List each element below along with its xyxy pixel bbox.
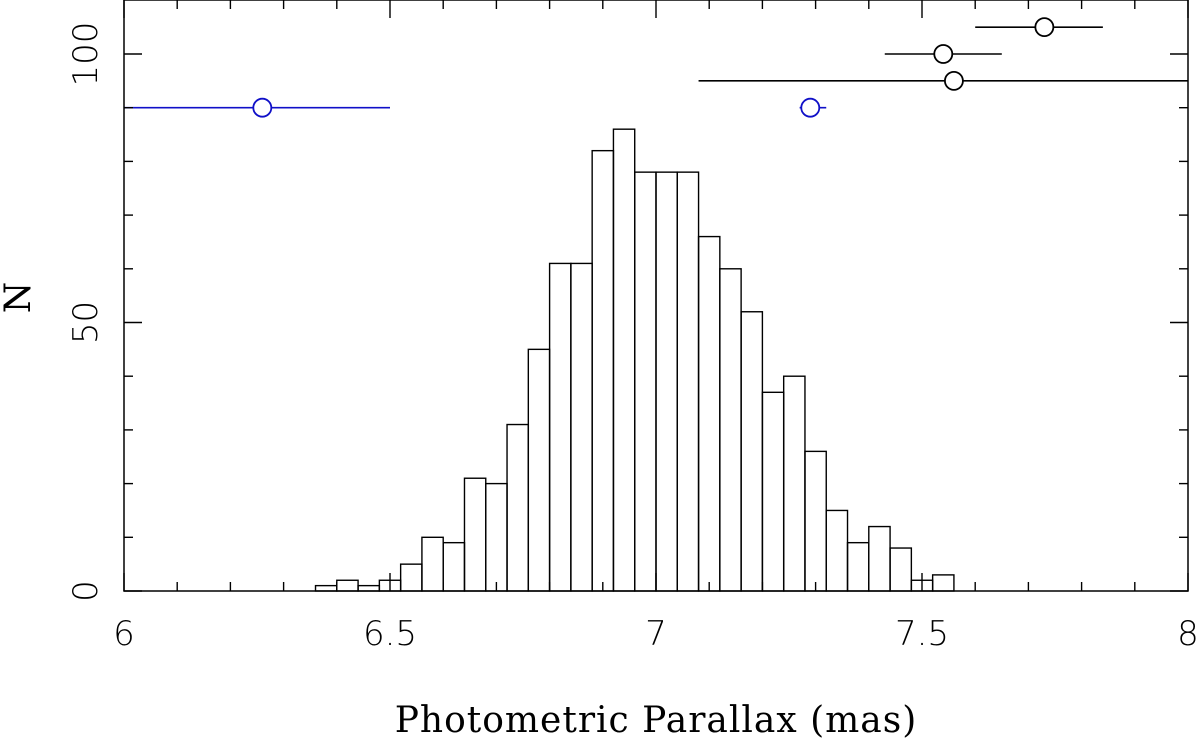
histogram-bar — [399, 563, 423, 592]
data-point — [1034, 17, 1055, 38]
histogram-bar — [676, 171, 700, 592]
x-tick-label: 8 — [1177, 614, 1199, 654]
histogram-bar — [889, 547, 913, 592]
histogram-bar — [697, 235, 721, 592]
histogram-bars — [314, 128, 955, 592]
x-tick-label: 6 — [113, 614, 135, 654]
data-point — [800, 97, 821, 118]
y-tick-label: 50 — [66, 301, 106, 344]
y-tick-label: 100 — [66, 22, 106, 87]
y-tick-labels: 0 50 100 — [66, 22, 106, 602]
histogram-bar — [485, 482, 508, 592]
histogram-bar — [336, 579, 359, 592]
x-tick-label: 7 — [645, 614, 667, 654]
x-tick-labels: 6 6.5 7 7.5 8 — [113, 614, 1199, 654]
histogram-bar — [655, 171, 678, 592]
histogram-bar — [719, 268, 742, 592]
histogram-bar — [612, 128, 636, 592]
histogram-bar — [463, 477, 487, 592]
x-tick-label: 7.5 — [895, 614, 949, 654]
histogram-bar — [442, 541, 466, 592]
histogram-bar — [357, 584, 381, 592]
x-tick-label: 6.5 — [363, 614, 417, 654]
parallax-points — [124, 17, 1188, 118]
histogram-bar — [804, 450, 827, 592]
histogram-bar — [868, 525, 891, 592]
histogram-bar — [570, 262, 593, 592]
axis-ticks — [123, 0, 1189, 592]
histogram-bar — [740, 311, 764, 592]
histogram-bar — [548, 262, 572, 592]
data-point — [252, 97, 273, 118]
y-tick-label: 0 — [66, 580, 106, 602]
histogram-bar — [314, 584, 338, 592]
data-point — [933, 44, 954, 64]
histogram-bar — [421, 536, 444, 592]
data-point — [944, 70, 964, 91]
histogram-bar — [506, 423, 530, 592]
y-axis-label: N — [0, 281, 39, 314]
histogram-bar — [591, 149, 615, 592]
histogram-bar — [634, 171, 657, 592]
histogram-bar — [931, 574, 955, 592]
x-axis-label: Photometric Parallax (mas) — [395, 700, 918, 741]
histogram-bar — [527, 348, 551, 592]
histogram-bar — [761, 391, 785, 592]
histogram-bar — [846, 541, 870, 592]
histogram-bar — [825, 509, 849, 592]
histogram-bar — [782, 375, 806, 592]
